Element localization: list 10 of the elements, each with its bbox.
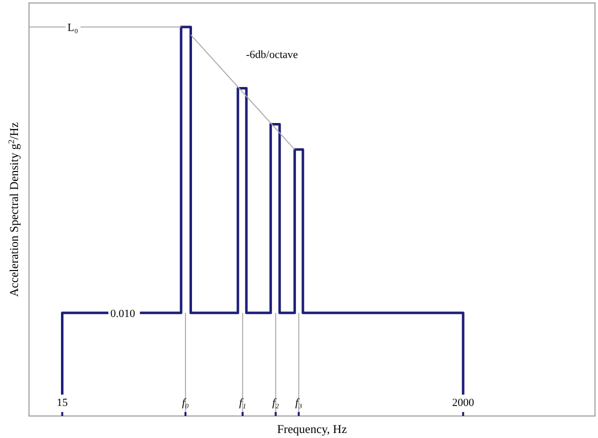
annotation: -6db/octave bbox=[246, 49, 298, 61]
x-tick-label: f₀ bbox=[182, 397, 190, 409]
x-axis-title: Frequency, Hz bbox=[277, 422, 347, 436]
annotation: L₀ bbox=[68, 22, 78, 34]
x-tick-label: f₂ bbox=[272, 397, 280, 409]
x-tick-label: 15 bbox=[56, 397, 68, 409]
x-tick-label: f₃ bbox=[295, 397, 302, 409]
x-tick-label: f₁ bbox=[239, 397, 246, 409]
annotation: 0.010 bbox=[110, 308, 136, 320]
x-tick-label: 2000 bbox=[452, 397, 475, 409]
